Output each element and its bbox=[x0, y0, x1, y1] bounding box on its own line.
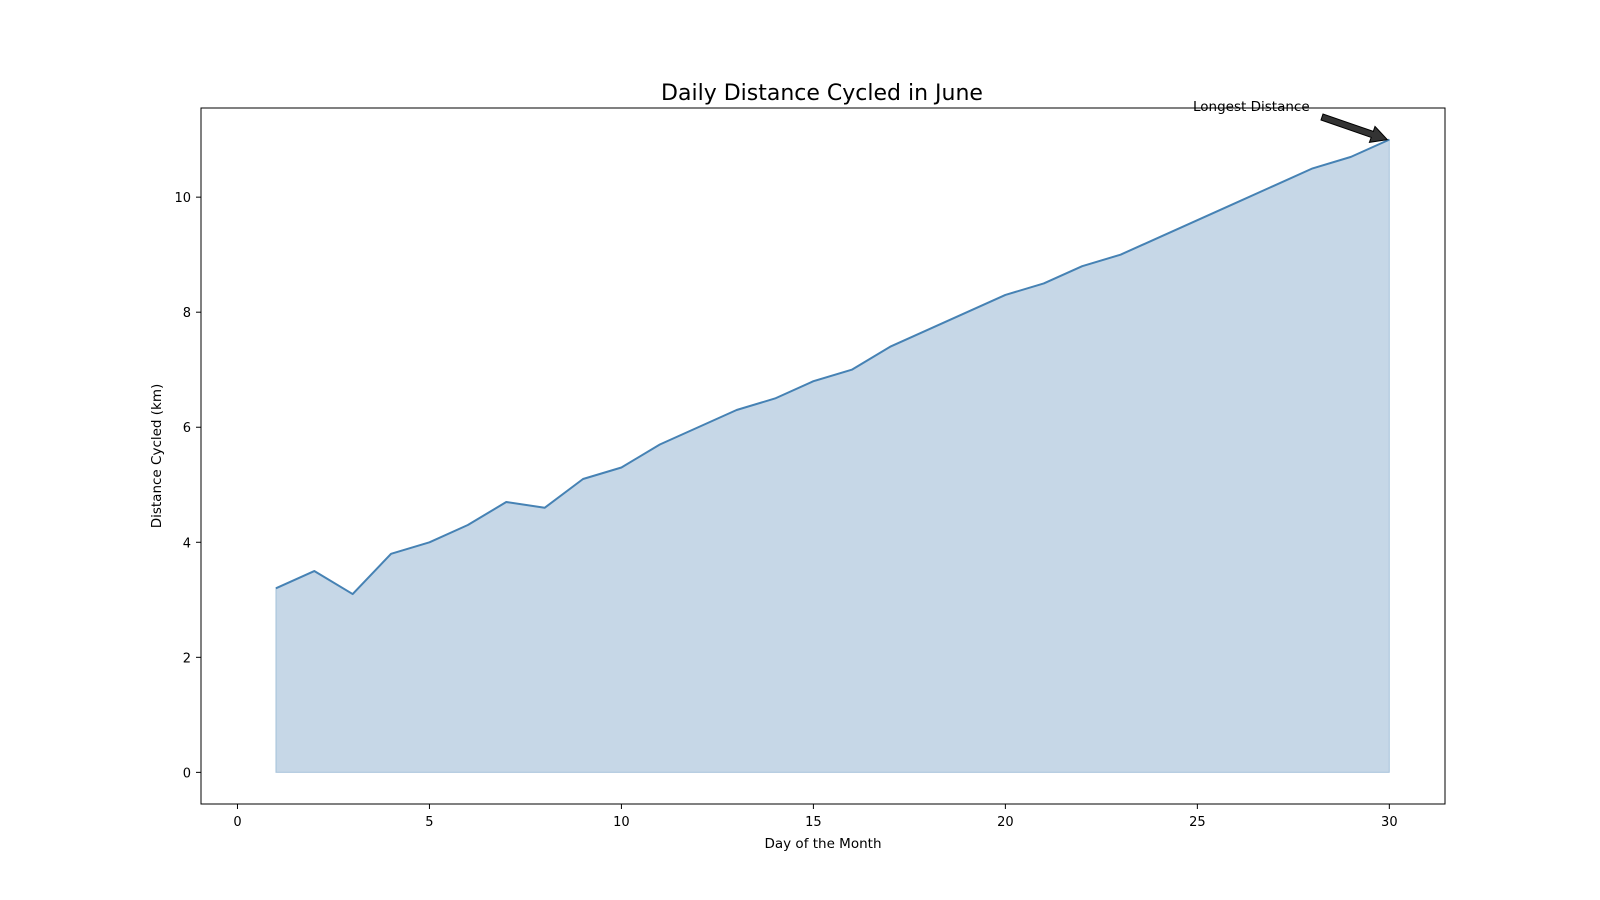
y-tick-label: 10 bbox=[174, 191, 191, 206]
annotation: Longest Distance bbox=[1193, 99, 1389, 144]
axes-frame bbox=[200, 107, 1446, 805]
y-tick-label: 6 bbox=[183, 421, 191, 436]
x-tick-label: 10 bbox=[613, 815, 630, 830]
y-tick-label: 0 bbox=[183, 766, 191, 781]
annotation-arrow bbox=[1320, 113, 1389, 144]
y-axis-label: Distance Cycled (km) bbox=[149, 384, 165, 529]
x-axis-label: Day of the Month bbox=[764, 836, 881, 852]
x-tick-label: 20 bbox=[997, 815, 1014, 830]
x-tick-label: 15 bbox=[805, 815, 822, 830]
area-fill bbox=[275, 138, 1390, 773]
y-tick-label: 8 bbox=[183, 306, 191, 321]
chart-title: Daily Distance Cycled in June bbox=[661, 81, 983, 106]
annotation-text: Longest Distance bbox=[1193, 99, 1310, 115]
plot-area bbox=[275, 138, 1390, 773]
y-tick-label: 4 bbox=[183, 536, 191, 551]
y-tick-label: 2 bbox=[183, 651, 191, 666]
x-tick-label: 30 bbox=[1381, 815, 1398, 830]
axis-ticks: 0 5 10 15 20 25 30 0 2 4 6 8 10 bbox=[174, 191, 1397, 830]
x-tick-label: 0 bbox=[233, 815, 241, 830]
series-line bbox=[275, 138, 1390, 596]
x-tick-label: 25 bbox=[1189, 815, 1206, 830]
x-tick-label: 5 bbox=[425, 815, 433, 830]
